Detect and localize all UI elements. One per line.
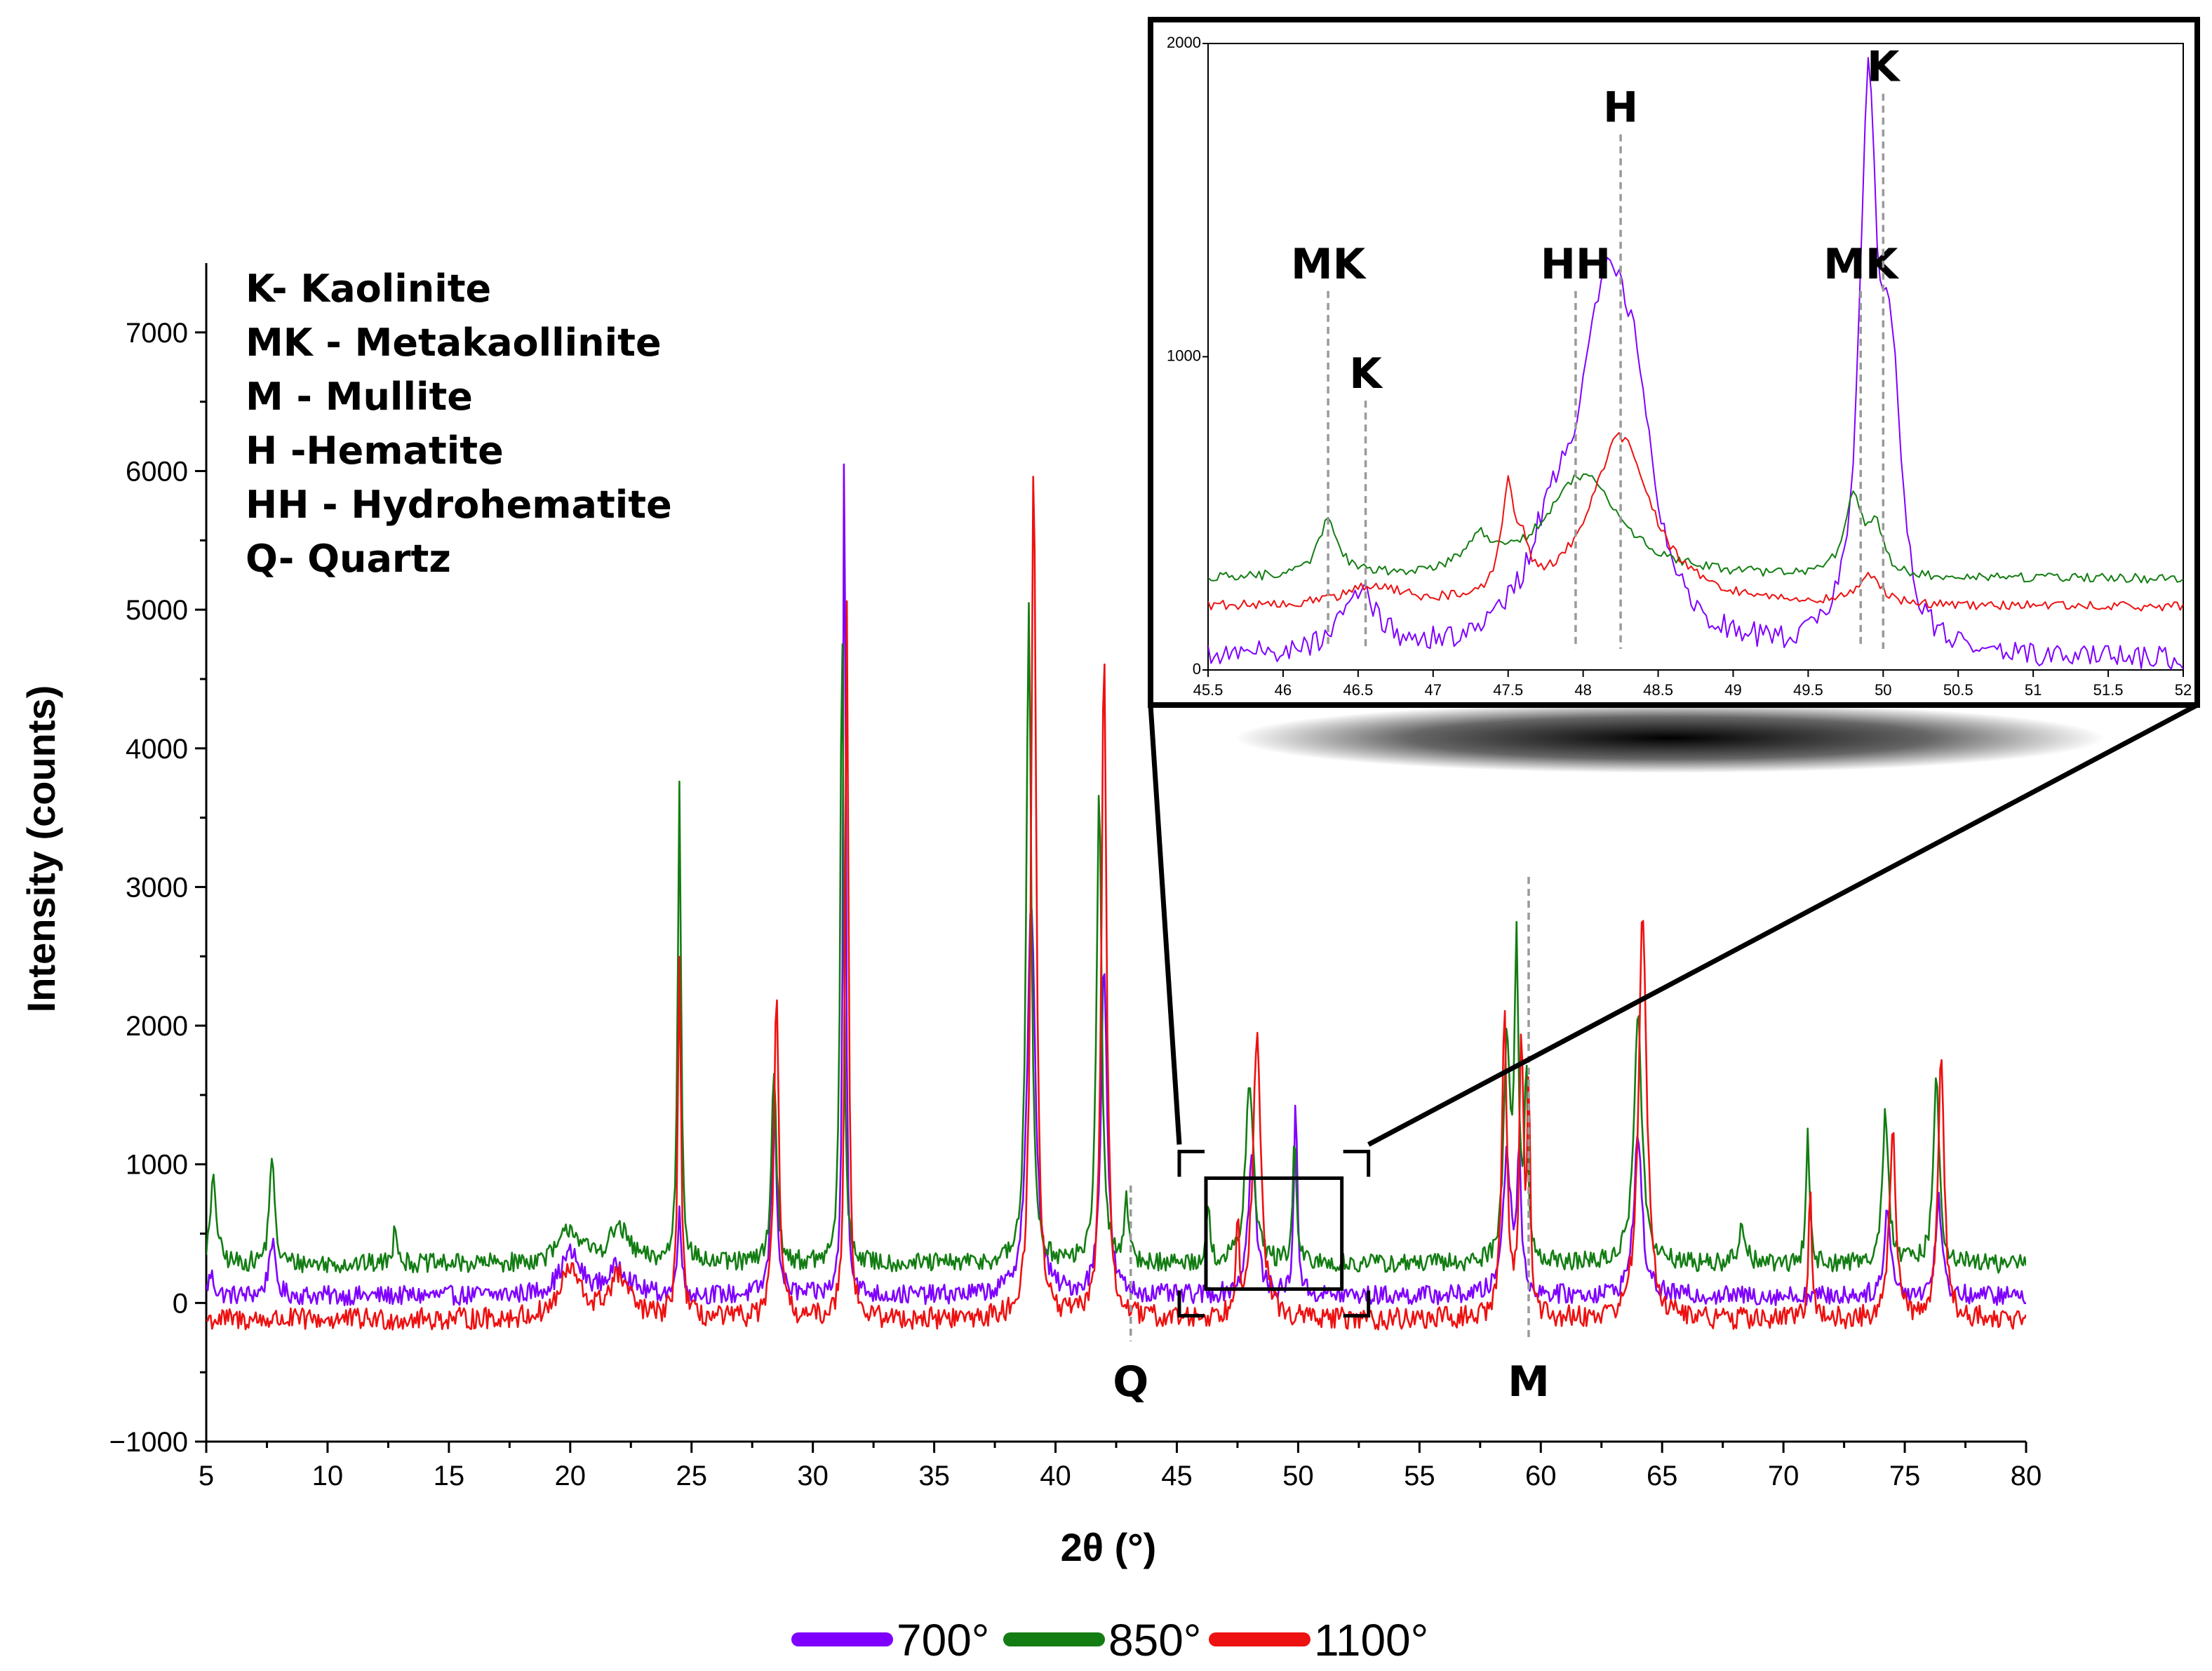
annotation-label-M: M: [1508, 1357, 1550, 1407]
series-line-2: [206, 476, 2026, 1331]
series-line-0: [206, 463, 2026, 1306]
x-tick-label: 80: [2011, 1461, 2042, 1491]
zoom-region-box: [1204, 1176, 1344, 1291]
legend-label-1: 850°: [1108, 1615, 1201, 1665]
x-tick-label: 50: [1282, 1461, 1314, 1491]
connector-line-left: [1148, 704, 1182, 1145]
phase-key: K- Kaolinite MK - Metakaollinite M - Mulli…: [246, 267, 672, 581]
inset-series-line-0: [1208, 57, 2183, 670]
inset-plot: 45.5 46 46.5 47 47.5 48 48.5 49 49.5 50 50.5 51 51.5…: [1148, 17, 2200, 708]
y-axis-title: Intensity (counts): [19, 685, 63, 1013]
y-tick-label: 6000: [126, 456, 188, 487]
series-line-1: [206, 602, 2026, 1274]
x-tick-label: 60: [1525, 1461, 1557, 1491]
inset-annotation-label: K: [1349, 349, 1383, 398]
x-tick-label: 40: [1040, 1461, 1071, 1491]
legend-label-2: 1100°: [1314, 1615, 1428, 1665]
inset-x-tick-label: 51.5: [2093, 681, 2124, 699]
inset-x-tick-label: 46: [1275, 681, 1292, 699]
main-series-group: [206, 463, 2026, 1331]
y-tick-label: 7000: [126, 318, 188, 349]
x-tick-label: 30: [797, 1461, 829, 1491]
zoom-corner-brackets: [1177, 1149, 1371, 1318]
inset-annotation-label: MK: [1823, 240, 1900, 289]
x-tick-label: 15: [434, 1461, 465, 1491]
phase-key-item: K- Kaolinite: [246, 267, 491, 311]
inset-x-tick-label: 50: [1875, 681, 1891, 699]
inset-x-tick-label: 49.5: [1793, 681, 1823, 699]
x-tick-label: 45: [1161, 1461, 1193, 1491]
inset-x-tick-label: 52: [2175, 681, 2192, 699]
inset-y-tick-label: 2000: [1167, 34, 1201, 51]
inset-x-tick-label: 46.5: [1343, 681, 1373, 699]
x-tick-label: 65: [1647, 1461, 1678, 1491]
y-tick-label: 0: [173, 1288, 188, 1319]
x-tick-label: 75: [1889, 1461, 1921, 1491]
main-plot-area: 5 10 15 20 25 30 35 40 45 50 55 60 65 70 75 80−10000100…: [109, 263, 2042, 1491]
inset-annotation-label: HH: [1541, 240, 1611, 289]
connector-line-right: [1367, 702, 2199, 1147]
annotation-label-Q: Q: [1113, 1357, 1148, 1407]
x-tick-label: 25: [676, 1461, 707, 1491]
phase-key-item: MK - Metakaollinite: [246, 321, 662, 365]
inset-series-group: [1208, 57, 2183, 670]
y-tick-label: 1000: [126, 1150, 188, 1181]
inset-annotation-label: H: [1603, 83, 1638, 133]
inset-x-tick-label: 50.5: [1943, 681, 1973, 699]
y-tick-label: 3000: [126, 872, 188, 903]
x-tick-label: 70: [1768, 1461, 1799, 1491]
inset-series-line-2: [1208, 431, 2183, 612]
y-tick-label: 2000: [126, 1011, 188, 1042]
x-tick-label: 10: [312, 1461, 344, 1491]
x-axis-title: 2θ (°): [1061, 1525, 1157, 1569]
phase-key-item: Q- Quartz: [246, 537, 451, 581]
inset-frame: [1148, 17, 2200, 708]
x-tick-label: 5: [199, 1461, 214, 1491]
inset-series-line-1: [1208, 473, 2183, 584]
phase-key-item: H -Hematite: [246, 429, 504, 473]
inset-x-tick-label: 45.5: [1193, 681, 1224, 699]
inset-x-tick-label: 51: [2025, 681, 2042, 699]
legend-label-0: 700°: [897, 1615, 989, 1665]
inset-y-tick-label: 1000: [1167, 347, 1201, 365]
x-tick-label: 35: [918, 1461, 950, 1491]
inset-y-tick-label: 0: [1193, 660, 1201, 678]
y-tick-label: 4000: [126, 734, 188, 765]
inset-x-tick-label: 48.5: [1643, 681, 1673, 699]
inset-x-tick-label: 49: [1724, 681, 1741, 699]
phase-key-item: HH - Hydrohematite: [246, 483, 672, 527]
inset-shadow: [1235, 703, 2105, 773]
zoom-connector: [1148, 702, 2199, 1318]
inset-annotation-label: K: [1867, 43, 1901, 92]
inset-annotation-label: MK: [1291, 240, 1367, 289]
x-tick-label: 55: [1404, 1461, 1435, 1491]
y-tick-label: 5000: [126, 595, 188, 626]
phase-key-item: M - Mullite: [246, 375, 473, 419]
legend: 700° 850° 1100°: [791, 1615, 1428, 1665]
inset-x-tick-label: 48: [1574, 681, 1591, 699]
x-tick-label: 20: [555, 1461, 586, 1491]
inset-x-tick-label: 47: [1425, 681, 1442, 699]
y-tick-label: −1000: [109, 1427, 188, 1458]
inset-x-tick-label: 47.5: [1493, 681, 1523, 699]
